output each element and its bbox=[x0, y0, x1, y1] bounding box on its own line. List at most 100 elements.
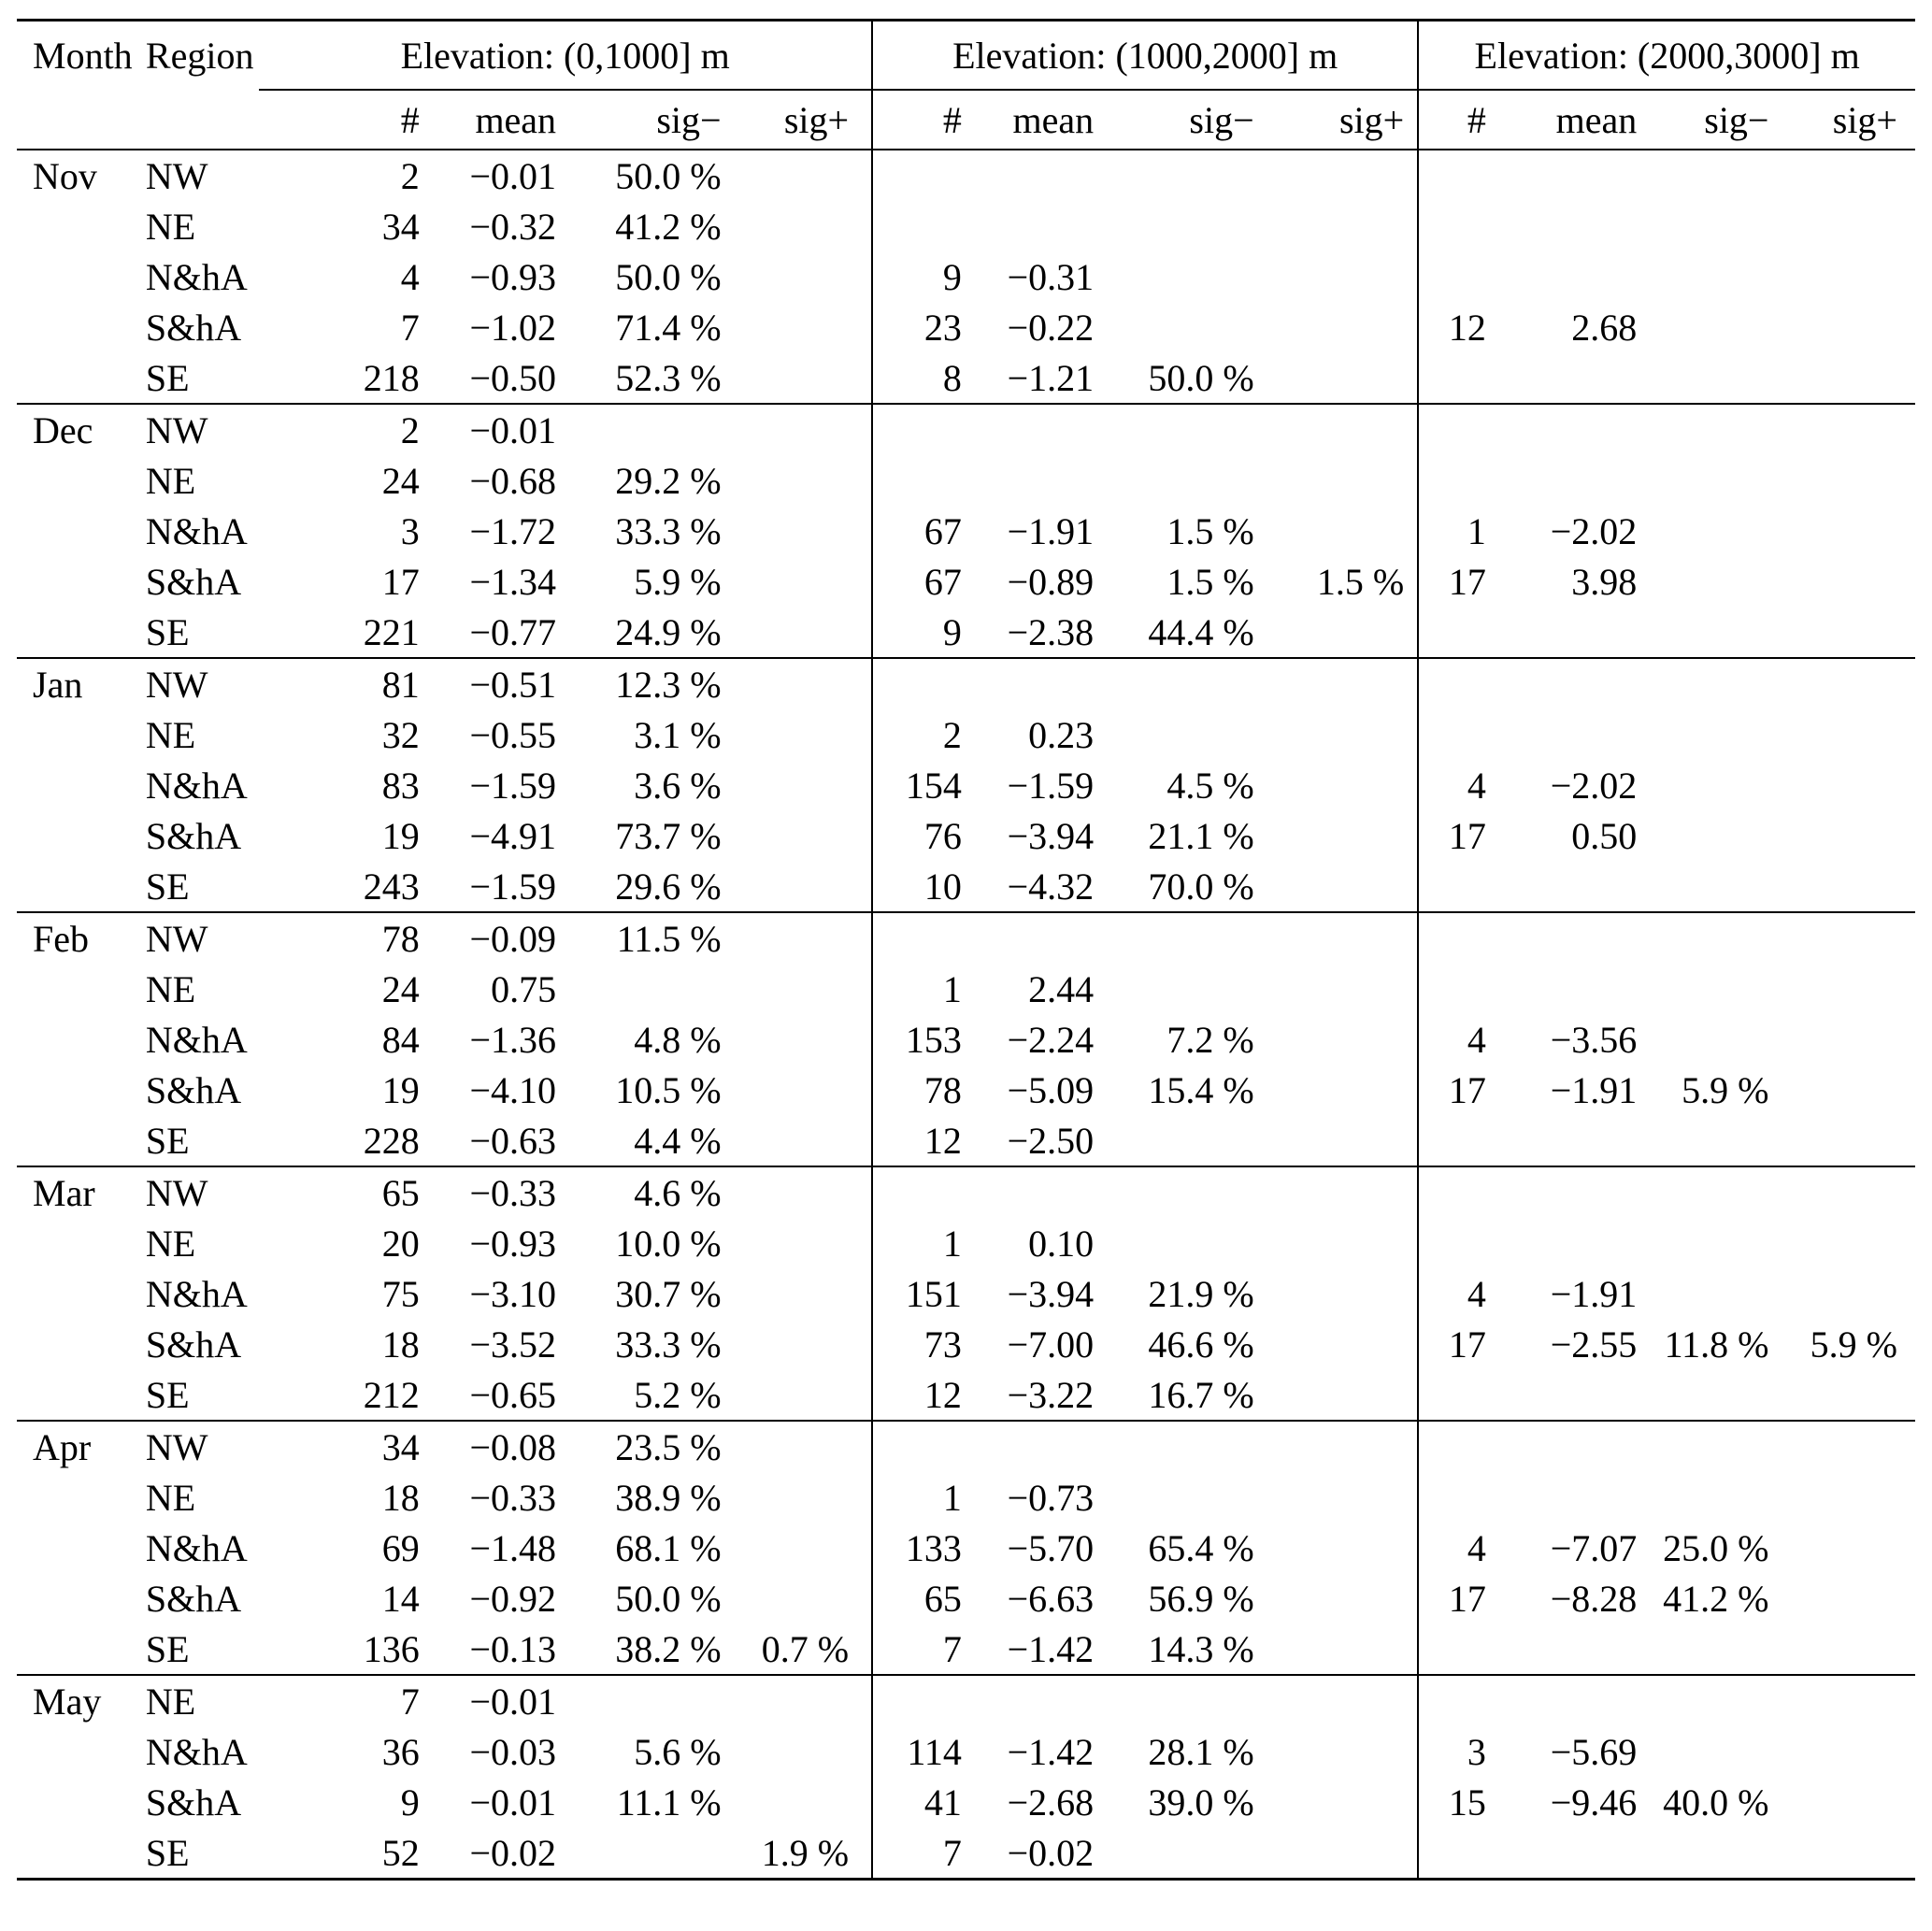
cell-g2-sig-minus: 4.5 % bbox=[1166, 764, 1254, 807]
cell-g1-mean: −0.33 bbox=[469, 1171, 557, 1214]
region-label: SE bbox=[145, 1373, 190, 1416]
cell-g1-sig-plus bbox=[721, 709, 874, 760]
cell-g1-sig-minus: 5.9 % bbox=[634, 560, 722, 603]
cell-g1-sig-plus bbox=[721, 1726, 874, 1777]
region-label: NE bbox=[145, 713, 196, 756]
cell-g2-count: 133 bbox=[905, 1526, 962, 1569]
table-row: S&hA 19 −4.10 10.5 % 78 −5.09 15.4 % 17 −1.91 5.9… bbox=[17, 1065, 1915, 1115]
cell-g3-mean: −9.46 bbox=[1550, 1781, 1638, 1824]
cell-g2-sig-plus bbox=[1253, 352, 1420, 404]
region-label: N&hA bbox=[145, 1272, 248, 1315]
cell-g2-sig-minus bbox=[1094, 251, 1254, 302]
cell-g3-sig-minus: 41.2 % bbox=[1663, 1577, 1769, 1620]
cell-g1-sig-minus: 33.3 % bbox=[615, 509, 722, 552]
cell-g1-sig-plus bbox=[721, 404, 874, 455]
cell-g1-sig-plus bbox=[721, 556, 874, 607]
cell-g2-sig-minus: 15.4 % bbox=[1148, 1068, 1254, 1111]
cell-g2-sig-minus bbox=[1094, 1166, 1254, 1218]
cell-g1-count: 84 bbox=[381, 1018, 420, 1061]
cell-g2-sig-minus: 46.6 % bbox=[1148, 1323, 1254, 1366]
cell-g3-mean: −2.02 bbox=[1550, 764, 1638, 807]
cell-g2-mean bbox=[962, 201, 1094, 251]
month-block-feb: Feb NW 78 −0.09 11.5 % NE 24 0.75 1 2.44 N&hA 84 −1.… bbox=[17, 912, 1915, 1166]
cell-g1-sig-minus: 5.2 % bbox=[634, 1373, 722, 1416]
cell-g1-sig-minus: 5.6 % bbox=[634, 1730, 722, 1773]
cell-g1-sig-minus: 3.1 % bbox=[634, 713, 722, 756]
cell-g2-sig-plus bbox=[1253, 1268, 1420, 1319]
cell-g3-sig-plus bbox=[1769, 607, 1916, 658]
cell-g1-count: 14 bbox=[381, 1577, 420, 1620]
cell-g3-mean bbox=[1486, 1166, 1637, 1218]
cell-g1-sig-plus bbox=[721, 810, 874, 861]
cell-g3-mean: −7.07 bbox=[1550, 1526, 1638, 1569]
cell-g1-sig-minus: 41.2 % bbox=[615, 205, 722, 248]
month-label bbox=[17, 1218, 113, 1268]
cell-g3-sig-minus bbox=[1637, 150, 1768, 201]
cell-g1-sig-plus bbox=[721, 861, 874, 912]
cell-g1-mean: −1.59 bbox=[469, 865, 557, 908]
cell-g2-sig-plus bbox=[1253, 404, 1420, 455]
cell-g1-sig-plus bbox=[721, 1472, 874, 1523]
cell-g1-sig-minus: 38.2 % bbox=[615, 1627, 722, 1670]
cell-g3-sig-plus bbox=[1769, 1166, 1916, 1218]
cell-g2-sig-minus bbox=[1094, 201, 1254, 251]
region-label: S&hA bbox=[145, 1068, 242, 1111]
cell-g3-sig-minus: 40.0 % bbox=[1663, 1781, 1769, 1824]
cell-g2-sig-minus: 14.3 % bbox=[1148, 1627, 1254, 1670]
cell-g1-sig-plus bbox=[721, 1421, 874, 1472]
month-label bbox=[17, 1827, 113, 1880]
cell-g3-sig-minus bbox=[1637, 1623, 1768, 1675]
cell-g3-count bbox=[1418, 1623, 1486, 1675]
region-label: SE bbox=[145, 610, 190, 653]
cell-g2-sig-plus bbox=[1253, 658, 1420, 709]
cell-g3-sig-minus: 5.9 % bbox=[1682, 1068, 1769, 1111]
cell-g3-mean bbox=[1486, 1472, 1637, 1523]
cell-g3-sig-minus bbox=[1637, 352, 1768, 404]
cell-g3-count: 17 bbox=[1448, 1577, 1486, 1620]
cell-g3-sig-minus bbox=[1637, 1472, 1768, 1523]
table-row: SE 243 −1.59 29.6 % 10 −4.32 70.0 % bbox=[17, 861, 1915, 912]
month-label: Dec bbox=[33, 408, 93, 451]
cell-g3-mean: 2.68 bbox=[1571, 306, 1638, 349]
table-row: Dec NW 2 −0.01 bbox=[17, 404, 1915, 455]
cell-g1-count: 69 bbox=[381, 1526, 420, 1569]
cell-g3-sig-plus bbox=[1769, 352, 1916, 404]
cell-g3-sig-minus bbox=[1637, 861, 1768, 912]
cell-g2-count: 73 bbox=[923, 1323, 962, 1366]
cell-g1-count: 18 bbox=[381, 1323, 420, 1366]
region-label: NE bbox=[145, 459, 196, 502]
cell-g3-mean: −8.28 bbox=[1550, 1577, 1638, 1620]
region-label: N&hA bbox=[145, 1526, 248, 1569]
cell-g1-count: 2 bbox=[400, 154, 420, 197]
region-label: NE bbox=[145, 1222, 196, 1265]
cell-g2-count: 2 bbox=[942, 713, 962, 756]
cell-g1-sig-minus: 12.3 % bbox=[615, 663, 722, 706]
cell-g1-mean: −0.93 bbox=[469, 1222, 557, 1265]
cell-g3-sig-plus bbox=[1769, 861, 1916, 912]
cell-g3-sig-plus bbox=[1769, 1369, 1916, 1421]
cell-g3-count bbox=[1418, 201, 1486, 251]
column-header-month: Month bbox=[33, 35, 133, 77]
cell-g2-mean: −1.21 bbox=[1007, 356, 1095, 399]
cell-g2-sig-minus bbox=[1094, 150, 1254, 201]
month-label bbox=[17, 1115, 113, 1166]
cell-g2-count: 76 bbox=[923, 814, 962, 857]
region-label: NE bbox=[145, 1476, 196, 1519]
cell-g1-count: 83 bbox=[381, 764, 420, 807]
cell-g1-sig-plus bbox=[721, 1268, 874, 1319]
cell-g3-mean bbox=[1486, 1115, 1637, 1166]
cell-g2-count: 1 bbox=[942, 967, 962, 1010]
table-row: S&hA 18 −3.52 33.3 % 73 −7.00 46.6 % 17 −2.55 11.… bbox=[17, 1319, 1915, 1369]
cell-g1-sig-plus: 1.9 % bbox=[721, 1827, 874, 1880]
cell-g3-sig-minus bbox=[1637, 201, 1768, 251]
cell-g2-sig-minus bbox=[1094, 1827, 1254, 1880]
cell-g2-mean: 0.23 bbox=[1028, 713, 1095, 756]
cell-g1-sig-minus: 3.6 % bbox=[634, 764, 722, 807]
cell-g1-sig-minus: 73.7 % bbox=[615, 814, 722, 857]
table-row: N&hA 36 −0.03 5.6 % 114 −1.42 28.1 % 3 −5.69 bbox=[17, 1726, 1915, 1777]
region-label: NW bbox=[145, 917, 208, 960]
month-label bbox=[17, 1726, 113, 1777]
cell-g2-mean: −1.42 bbox=[1007, 1627, 1095, 1670]
cell-g1-sig-plus bbox=[721, 1065, 874, 1115]
cell-g2-sig-minus bbox=[1094, 709, 1254, 760]
